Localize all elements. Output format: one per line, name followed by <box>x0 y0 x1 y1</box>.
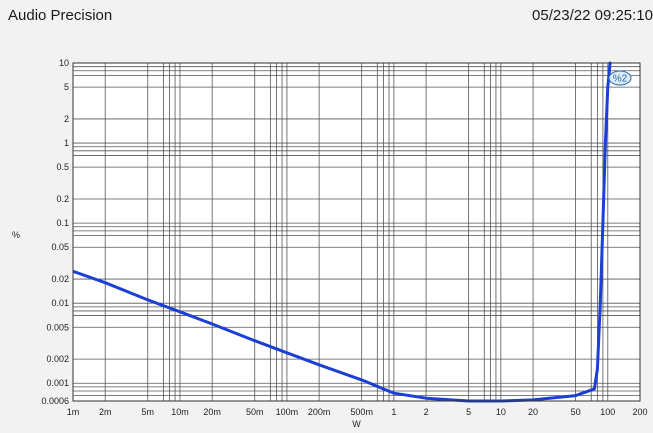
x-tick-label: 20m <box>203 407 221 417</box>
y-tick-label: 0.01 <box>51 298 69 308</box>
trace-tag-label: %2 <box>613 73 628 84</box>
y-tick-label: 0.05 <box>51 242 69 252</box>
x-tick-label: 10 <box>496 407 506 417</box>
x-tick-label: 5m <box>142 407 155 417</box>
x-tick-label: 200m <box>308 407 331 417</box>
x-tick-label: 100 <box>600 407 615 417</box>
x-tick-label: 10m <box>171 407 189 417</box>
y-tick-labels: 10 5 2 1 0.5 0.2 0.1 0.05 0.02 0.01 0.005 0.002 0.00… <box>41 58 69 406</box>
x-axis-label: W <box>352 419 361 429</box>
y-tick-label: 5 <box>64 82 69 92</box>
y-tick-label: 0.001 <box>46 378 69 388</box>
x-tick-label: 50 <box>571 407 581 417</box>
plot-frame <box>72 62 641 402</box>
x-tick-label: 200 <box>632 407 647 417</box>
y-tick-label: 0.005 <box>46 322 69 332</box>
trace-tag-badge <box>608 70 632 86</box>
y-tick-label: 2 <box>64 114 69 124</box>
x-tick-label: 1 <box>391 407 396 417</box>
trace-tag-group: %2 <box>608 70 632 86</box>
x-tick-label: 50m <box>246 407 264 417</box>
grid-lines <box>72 62 641 401</box>
y-axis-label: % <box>12 230 20 240</box>
x-tick-labels: 1m 2m 5m 10m 20m 50m 100m 200m 500m 1 2 5 10 20 50 100 2… <box>67 407 648 417</box>
x-tick-label: 5 <box>466 407 471 417</box>
timestamp: 05/23/22 09:25:10 <box>532 7 653 24</box>
y-tick-label: 0.02 <box>51 274 69 284</box>
x-tick-label: 100m <box>276 407 299 417</box>
y-tick-label: 0.2 <box>56 194 69 204</box>
y-tick-label: 0.5 <box>56 162 69 172</box>
x-tick-label: 500m <box>350 407 373 417</box>
series-line-0 <box>73 61 612 403</box>
y-tick-label: 0.0006 <box>41 396 69 406</box>
x-tick-label: 2m <box>99 407 112 417</box>
x-tick-label: 20 <box>528 407 538 417</box>
plot-area <box>73 63 640 401</box>
series-layer <box>73 61 612 403</box>
y-tick-label: 1 <box>64 138 69 148</box>
y-tick-label: 0.1 <box>56 218 69 228</box>
y-tick-label: 10 <box>59 58 69 68</box>
x-tick-label: 1m <box>67 407 80 417</box>
y-tick-label: 0.002 <box>46 354 69 364</box>
x-tick-label: 2 <box>424 407 429 417</box>
app-title: Audio Precision <box>8 7 113 24</box>
